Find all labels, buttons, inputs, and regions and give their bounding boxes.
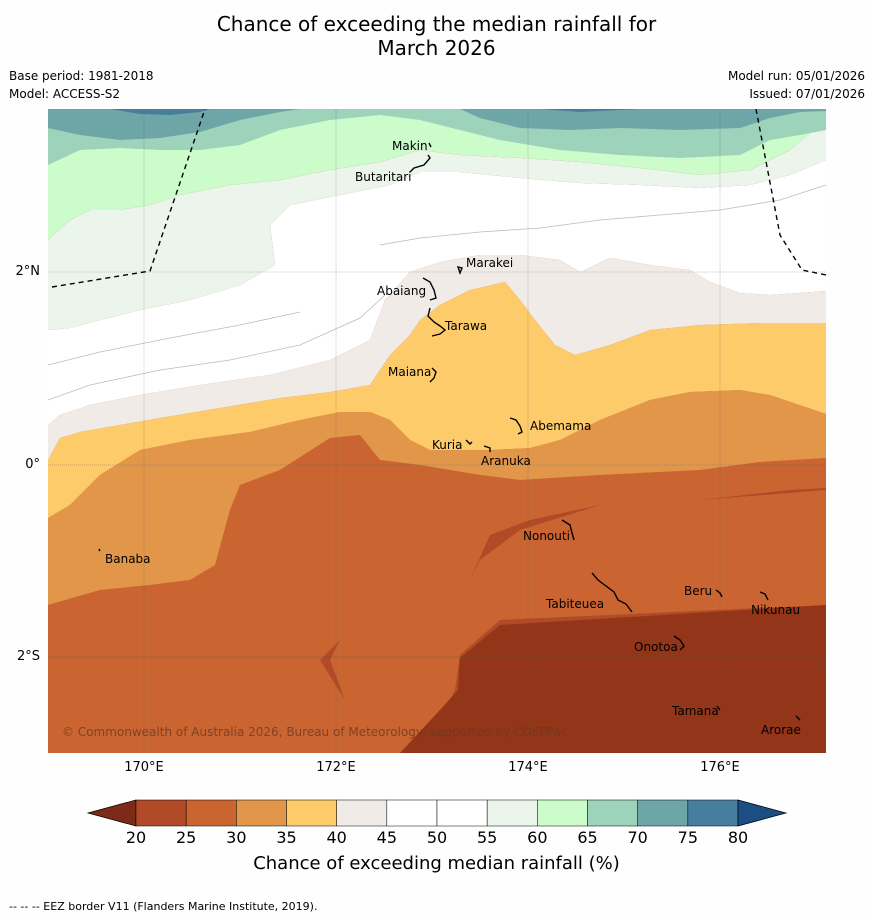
band-25-30 bbox=[48, 435, 826, 753]
island-tarawa bbox=[427, 307, 447, 337]
island-abaiang bbox=[422, 277, 437, 301]
label-aranuka: Aranuka bbox=[481, 454, 531, 468]
colorbar-segment bbox=[336, 799, 388, 827]
colorbar-tick-label: 40 bbox=[326, 828, 347, 847]
band-70-75 bbox=[48, 109, 300, 140]
lon-label-174: 174°E bbox=[508, 760, 548, 775]
island-butaritari bbox=[409, 154, 431, 173]
colorbar-tick-label: 55 bbox=[476, 828, 498, 847]
colorbar-segment bbox=[185, 799, 237, 827]
meta-left: Base period: 1981-2018 Model: ACCESS-S2 bbox=[9, 67, 154, 103]
label-marakei: Marakei bbox=[466, 256, 513, 270]
label-tabiteuea: Tabiteuea bbox=[545, 597, 604, 611]
island-abemama bbox=[509, 417, 523, 435]
colorbar-tick-label: 35 bbox=[276, 828, 297, 847]
island-nikunau bbox=[759, 591, 769, 601]
lat-label-2s: 2°S bbox=[16, 649, 40, 664]
band-40-45 bbox=[48, 255, 826, 460]
band-75-80 bbox=[110, 109, 210, 115]
colorbar-segment bbox=[236, 799, 287, 827]
copyright-text: © Commonwealth of Australia 2026, Bureau… bbox=[62, 725, 567, 739]
island-banaba bbox=[98, 548, 101, 552]
island-arorae bbox=[795, 715, 801, 721]
colorbar-tick-label: 75 bbox=[677, 828, 698, 847]
lon-label-176: 176°E bbox=[700, 760, 740, 775]
band-75-80-right bbox=[540, 109, 640, 112]
label-kuria: Kuria bbox=[432, 438, 463, 452]
lat-label-0: 0° bbox=[25, 457, 40, 472]
colorbar-segment bbox=[537, 799, 588, 827]
colorbar-segment bbox=[486, 799, 538, 827]
band-30-35 bbox=[48, 390, 826, 605]
island-onotoa bbox=[673, 635, 685, 651]
band-70-75-right bbox=[460, 109, 826, 130]
label-nikunau: Nikunau bbox=[751, 603, 800, 617]
footer-note: -- -- -- EEZ border V11 (Flanders Marine… bbox=[9, 900, 318, 913]
island-tamana bbox=[716, 705, 721, 711]
contour-52 bbox=[48, 311, 301, 366]
colorbar-label: Chance of exceeding median rainfall (%) bbox=[253, 853, 620, 874]
label-beru: Beru bbox=[684, 584, 712, 598]
label-banaba: Banaba bbox=[105, 552, 151, 566]
eez-border-east bbox=[755, 109, 826, 276]
colorbar-tick-label: 25 bbox=[175, 828, 197, 847]
title-line-2: March 2026 bbox=[377, 36, 496, 60]
colorbar-tick-label: 20 bbox=[125, 828, 147, 847]
island-aranuka bbox=[483, 445, 491, 452]
meta-right: Model run: 05/01/2026 Issued: 07/01/2026 bbox=[728, 67, 865, 103]
colorbar-extend-low bbox=[86, 799, 137, 827]
label-onotoa: Onotoa bbox=[634, 640, 678, 654]
colorbar-segment bbox=[587, 799, 638, 827]
issued-date: Issued: 07/01/2026 bbox=[749, 87, 865, 101]
lon-label-172: 172°E bbox=[316, 760, 356, 775]
eez-border-west bbox=[51, 109, 206, 288]
colorbar-segment bbox=[135, 799, 187, 827]
colorbar bbox=[86, 799, 788, 827]
label-arorae: Arorae bbox=[761, 723, 801, 737]
lon-label-170: 170°E bbox=[124, 760, 164, 775]
colorbar-segment bbox=[286, 799, 337, 827]
map-title: Chance of exceeding the median rainfall … bbox=[0, 12, 873, 60]
contour-54 bbox=[379, 184, 826, 246]
model-run: Model run: 05/01/2026 bbox=[727, 69, 865, 83]
label-makin: Makin bbox=[392, 139, 428, 153]
colorbar-tick-label: 65 bbox=[577, 828, 598, 847]
colorbar-segment bbox=[637, 799, 689, 827]
title-line-1: Chance of exceeding the median rainfall … bbox=[216, 12, 657, 36]
base-period: Base period: 1981-2018 bbox=[9, 69, 154, 83]
colorbar-segment bbox=[687, 799, 739, 827]
colorbar-tick-label: 80 bbox=[727, 828, 749, 847]
label-tamana: Tamana bbox=[671, 704, 719, 718]
island-marakei bbox=[456, 266, 463, 276]
island-beru bbox=[715, 589, 723, 598]
lat-label-2n: 2°N bbox=[15, 264, 41, 279]
colorbar-segment bbox=[436, 799, 488, 827]
label-tarawa: Tarawa bbox=[444, 319, 487, 333]
colorbar-tick-label: 30 bbox=[226, 828, 247, 847]
band-20-dark bbox=[400, 605, 826, 753]
colorbar-tick-label: 50 bbox=[426, 828, 448, 847]
label-butaritari: Butaritari bbox=[355, 170, 412, 184]
band-45-55 bbox=[48, 160, 826, 425]
label-abemama: Abemama bbox=[530, 419, 591, 433]
island-tabiteuea bbox=[591, 572, 633, 613]
island-nonouti bbox=[561, 519, 575, 541]
band-25-30-left bbox=[48, 490, 826, 753]
band-55-60 bbox=[48, 120, 826, 330]
label-abaiang: Abaiang bbox=[377, 284, 426, 298]
colorbar-segment bbox=[386, 799, 438, 827]
colorbar-tick-label: 70 bbox=[627, 828, 648, 847]
band-35-40 bbox=[48, 282, 826, 518]
label-maiana: Maiana bbox=[388, 365, 431, 379]
model-name: Model: ACCESS-S2 bbox=[9, 87, 121, 101]
colorbar-extend-high bbox=[737, 799, 788, 827]
island-makin bbox=[428, 142, 432, 148]
contour-50 bbox=[48, 294, 386, 401]
island-kuria bbox=[465, 439, 473, 445]
label-nonouti: Nonouti bbox=[523, 529, 570, 543]
island-maiana bbox=[429, 367, 437, 383]
colorbar-tick-label: 45 bbox=[376, 828, 397, 847]
colorbar-tick-label: 60 bbox=[527, 828, 548, 847]
